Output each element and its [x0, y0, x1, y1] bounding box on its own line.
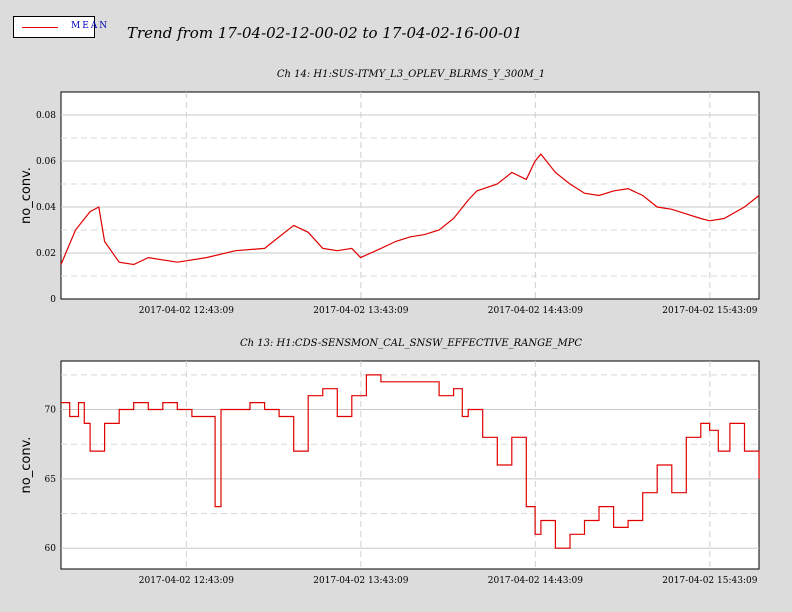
chart-2-y-tick-label: 70: [45, 406, 57, 416]
chart-2-title: Ch 13: H1:CDS-SENSMON_CAL_SNSW_EFFECTIVE…: [239, 338, 583, 349]
legend: MEAN: [13, 16, 107, 38]
chart-2-x-tick-label: 2017-04-02 15:43:09: [662, 576, 757, 586]
chart-2-y-tick-label: 60: [45, 544, 57, 554]
chart-1-x-tick-label: 2017-04-02 12:43:09: [139, 306, 234, 316]
main-title: Trend from 17-04-02-12-00-02 to 17-04-02…: [127, 24, 523, 42]
chart-1-title: Ch 14: H1:SUS-ITMY_L3_OPLEV_BLRMS_Y_300M…: [276, 69, 546, 80]
chart-2-x-tick-label: 2017-04-02 14:43:09: [488, 576, 583, 586]
chart-2-y-axis-label: no_conv.: [19, 437, 34, 494]
chart-1-series-line: [60, 153, 760, 266]
chart-2-x-tick-label: 2017-04-02 13:43:09: [313, 576, 408, 586]
chart-2-x-tick-label: 2017-04-02 12:43:09: [139, 576, 234, 586]
chart-2-y-tick-label: 65: [45, 475, 57, 485]
legend-swatch: [22, 27, 58, 28]
chart-2-plot-area: [60, 360, 760, 570]
chart-1-y-axis-label: no_conv.: [19, 167, 34, 224]
chart-1-plot-area: [60, 91, 760, 300]
legend-label: MEAN: [71, 21, 110, 31]
chart-1-y-tick-label: 0.04: [36, 203, 56, 213]
chart-1-y-tick-label: 0.06: [36, 157, 56, 167]
chart-1-x-tick-label: 2017-04-02 13:43:09: [313, 306, 408, 316]
chart-1-y-tick-label: 0.08: [36, 111, 56, 121]
chart-1-y-tick-label: 0.02: [36, 249, 56, 259]
chart-1-x-tick-label: 2017-04-02 15:43:09: [662, 306, 757, 316]
chart-1-y-tick-label: 0: [50, 295, 56, 305]
chart-2-series-line: [61, 374, 760, 549]
chart-1-x-tick-label: 2017-04-02 14:43:09: [488, 306, 583, 316]
